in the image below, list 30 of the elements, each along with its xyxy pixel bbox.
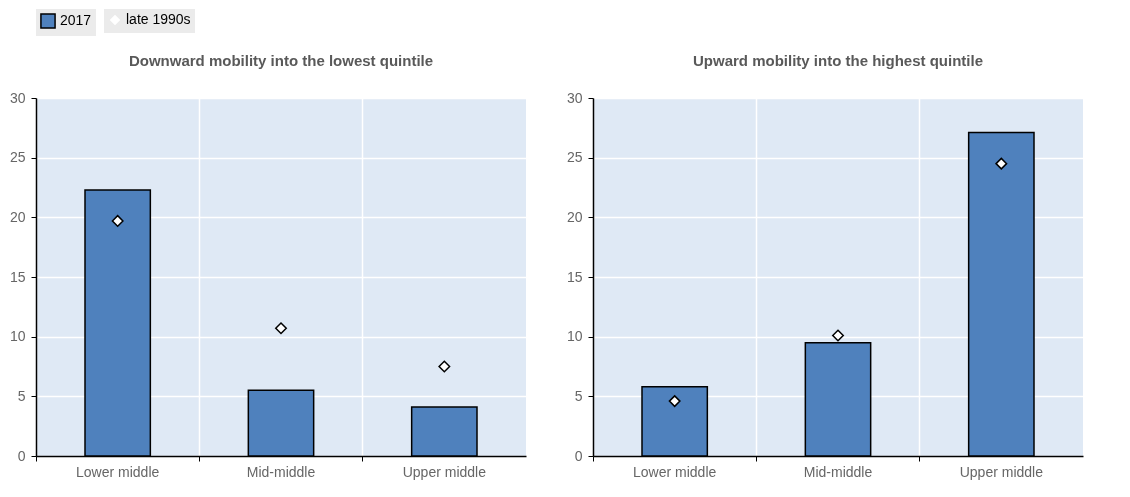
y-tick-label: 5 xyxy=(17,387,26,404)
y-tick-label: 0 xyxy=(17,447,26,464)
y-tick-label: 10 xyxy=(9,328,26,345)
chart-title: Upward mobility into the highest quintile xyxy=(693,52,983,69)
x-tick-label: Mid-middle xyxy=(246,463,316,480)
y-tick-label: 10 xyxy=(566,328,583,345)
y-tick-label: 20 xyxy=(566,208,583,225)
y-tick-label: 15 xyxy=(9,268,26,285)
y-tick-label: 0 xyxy=(574,447,583,464)
x-tick-label: Upper middle xyxy=(402,463,487,480)
legend-label: late 1990s xyxy=(126,11,191,27)
x-tick-label: Lower middle xyxy=(76,463,160,480)
point xyxy=(438,360,451,373)
y-tick-label: 25 xyxy=(9,149,26,166)
point xyxy=(668,395,681,408)
x-tick-label: Lower middle xyxy=(633,463,717,480)
legend-label: 2017 xyxy=(60,12,92,28)
y-tick-label: 5 xyxy=(574,387,583,404)
y-tick-label: 25 xyxy=(566,149,583,166)
point xyxy=(832,329,844,342)
point xyxy=(995,157,1008,170)
y-tick-label: 30 xyxy=(566,89,583,106)
point xyxy=(275,322,287,335)
point xyxy=(111,214,124,227)
y-tick-label: 30 xyxy=(9,89,26,106)
x-tick-label: Mid-middle xyxy=(803,463,873,480)
x-tick-label: Upper middle xyxy=(959,463,1044,480)
y-tick-label: 15 xyxy=(566,268,583,285)
chart-title: Downward mobility into the lowest quintile xyxy=(128,52,434,69)
y-tick-label: 20 xyxy=(9,208,26,225)
